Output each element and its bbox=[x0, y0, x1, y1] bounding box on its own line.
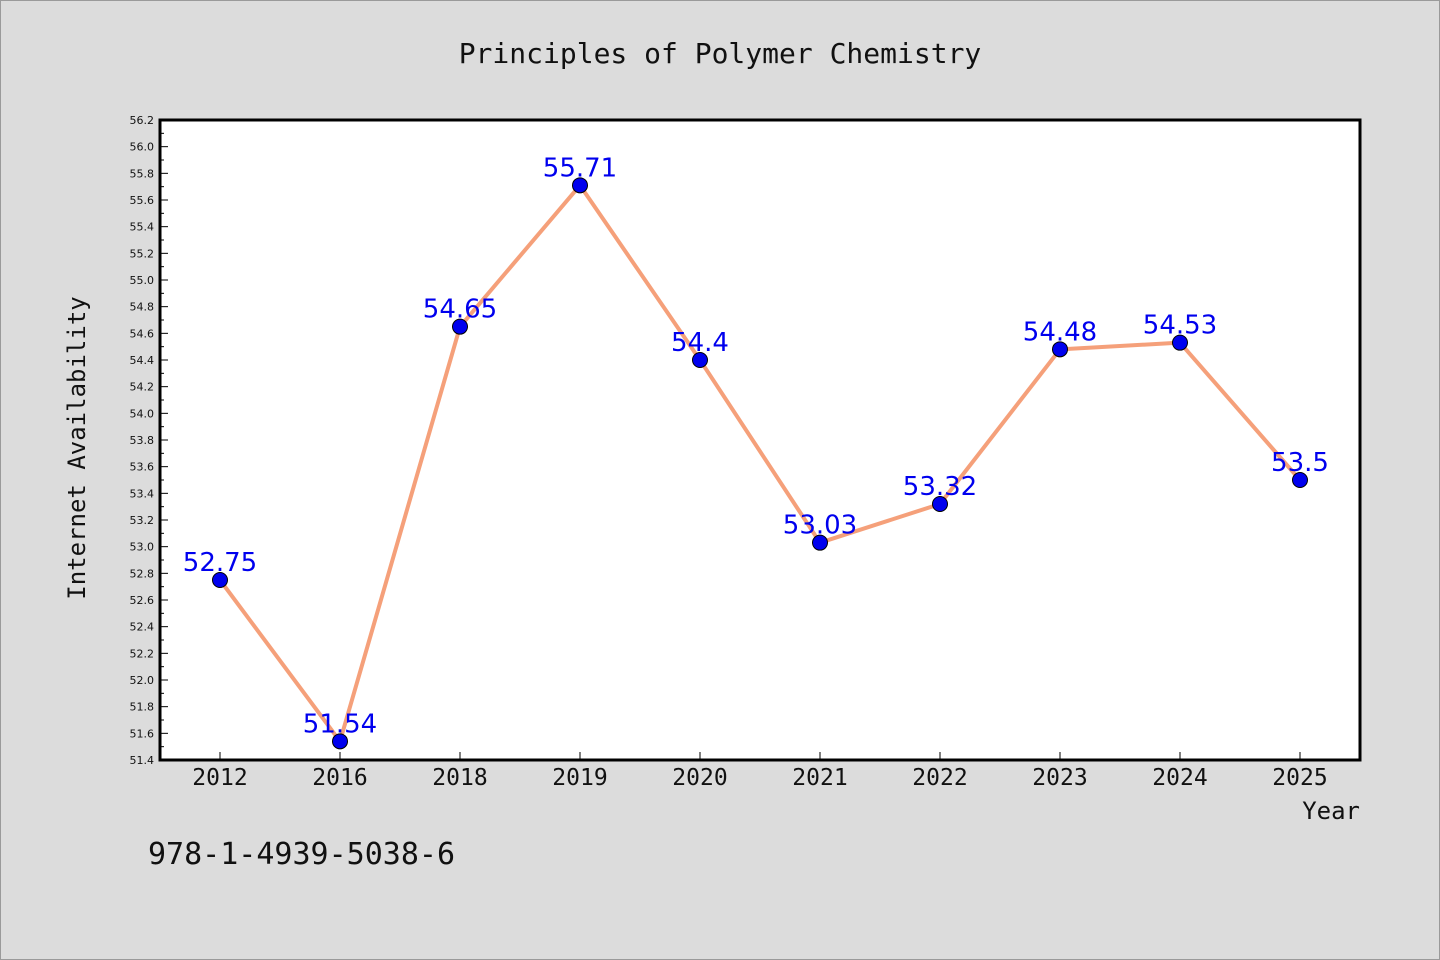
y-tick-label: 53.2 bbox=[130, 514, 155, 527]
y-tick-label: 52.0 bbox=[130, 674, 155, 687]
data-labels: 52.75 51.54 54.65 55.71 54.4 53.03 53.32 54.48 5… bbox=[183, 153, 1329, 739]
data-point bbox=[932, 496, 948, 512]
plot-border bbox=[158, 118, 1362, 762]
series-line bbox=[218, 183, 1302, 744]
data-point bbox=[1292, 472, 1308, 488]
y-tick-label: 55.0 bbox=[130, 274, 155, 287]
x-tick-label: 2025 bbox=[1272, 765, 1327, 791]
data-point bbox=[572, 177, 588, 194]
y-axis-ticks: 51.4 51.6 51.8 52.0 52.2 52.4 52.6 52.8 53.0 53.2… bbox=[130, 114, 168, 767]
y-tick-label: 54.4 bbox=[130, 354, 155, 367]
x-tick-label: 2023 bbox=[1032, 765, 1087, 791]
data-label: 53.32 bbox=[903, 472, 977, 502]
y-tick-label: 55.4 bbox=[130, 221, 155, 234]
data-label: 54.65 bbox=[423, 295, 497, 325]
y-tick-label: 54.0 bbox=[130, 407, 155, 420]
y-tick-label: 54.2 bbox=[130, 381, 155, 394]
y-tick-label: 51.8 bbox=[130, 701, 155, 714]
x-tick-label: 2012 bbox=[192, 765, 247, 791]
y-tick-label: 55.8 bbox=[130, 167, 155, 180]
y-axis-label: Internet Availability bbox=[63, 296, 91, 599]
x-tick-label: 2021 bbox=[792, 765, 847, 791]
y-tick-label: 51.6 bbox=[130, 727, 155, 740]
data-label: 55.71 bbox=[543, 153, 617, 183]
x-tick-label: 2018 bbox=[432, 765, 487, 791]
y-tick-label: 52.8 bbox=[130, 567, 155, 580]
isbn-footnote: 978-1-4939-5038-6 bbox=[148, 837, 455, 872]
y-tick-label: 52.4 bbox=[130, 621, 155, 634]
y-tick-label: 52.2 bbox=[130, 647, 155, 660]
y-tick-label: 52.6 bbox=[130, 594, 155, 607]
x-tick-label: 2020 bbox=[672, 765, 727, 791]
data-point bbox=[332, 733, 348, 750]
data-label: 54.48 bbox=[1023, 317, 1097, 347]
data-label: 53.03 bbox=[783, 511, 857, 541]
data-label: 54.4 bbox=[671, 328, 729, 358]
y-tick-label: 54.6 bbox=[130, 327, 155, 340]
y-tick-label: 54.8 bbox=[130, 301, 155, 314]
data-label: 54.53 bbox=[1143, 311, 1217, 341]
y-tick-label: 53.6 bbox=[130, 461, 155, 474]
data-label: 51.54 bbox=[303, 709, 377, 739]
x-tick-label: 2024 bbox=[1152, 765, 1207, 791]
data-label: 53.5 bbox=[1271, 448, 1329, 478]
y-tick-label: 51.4 bbox=[130, 754, 155, 767]
data-point bbox=[452, 318, 468, 335]
x-tick-label: 2019 bbox=[552, 765, 607, 791]
data-point bbox=[212, 572, 228, 588]
data-point bbox=[692, 352, 708, 368]
x-axis-ticks: 2012 2016 2018 2019 2020 2021 2022 2023 2024 2025 bbox=[192, 752, 1328, 791]
x-axis-label: Year bbox=[1302, 797, 1360, 825]
y-tick-label: 55.2 bbox=[130, 247, 155, 260]
x-tick-label: 2016 bbox=[312, 765, 367, 791]
y-tick-label: 53.0 bbox=[130, 541, 155, 554]
data-point bbox=[1052, 341, 1068, 358]
y-tick-label: 55.6 bbox=[130, 194, 155, 207]
data-markers bbox=[212, 177, 1308, 750]
y-tick-label: 56.2 bbox=[130, 114, 155, 127]
chart-title: Principles of Polymer Chemistry bbox=[459, 37, 982, 70]
plot-area bbox=[160, 120, 1360, 760]
data-point bbox=[812, 534, 828, 551]
data-point bbox=[1172, 334, 1188, 351]
y-tick-label: 53.8 bbox=[130, 434, 155, 447]
x-tick-label: 2022 bbox=[912, 765, 967, 791]
data-label: 52.75 bbox=[183, 548, 257, 578]
y-tick-label: 56.0 bbox=[130, 141, 155, 154]
y-tick-label: 53.4 bbox=[130, 487, 155, 500]
